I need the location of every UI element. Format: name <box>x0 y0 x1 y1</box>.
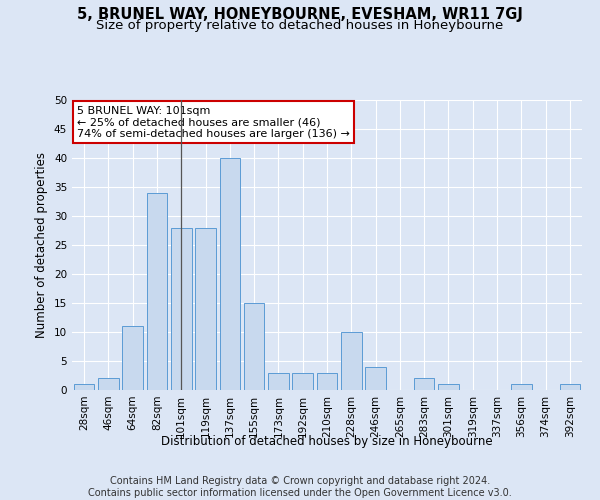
Bar <box>74 384 94 390</box>
Bar <box>171 228 191 390</box>
Bar <box>146 193 167 390</box>
Bar <box>244 303 265 390</box>
Bar <box>268 372 289 390</box>
Bar <box>511 384 532 390</box>
Bar <box>317 372 337 390</box>
Bar <box>414 378 434 390</box>
Text: Distribution of detached houses by size in Honeybourne: Distribution of detached houses by size … <box>161 435 493 448</box>
Bar <box>365 367 386 390</box>
Text: Size of property relative to detached houses in Honeybourne: Size of property relative to detached ho… <box>97 19 503 32</box>
Text: Contains HM Land Registry data © Crown copyright and database right 2024.
Contai: Contains HM Land Registry data © Crown c… <box>88 476 512 498</box>
Bar <box>560 384 580 390</box>
Text: 5, BRUNEL WAY, HONEYBOURNE, EVESHAM, WR11 7GJ: 5, BRUNEL WAY, HONEYBOURNE, EVESHAM, WR1… <box>77 8 523 22</box>
Bar <box>220 158 240 390</box>
Y-axis label: Number of detached properties: Number of detached properties <box>35 152 49 338</box>
Bar <box>122 326 143 390</box>
Bar <box>341 332 362 390</box>
Bar <box>292 372 313 390</box>
Bar <box>195 228 216 390</box>
Bar <box>438 384 459 390</box>
Bar <box>98 378 119 390</box>
Text: 5 BRUNEL WAY: 101sqm
← 25% of detached houses are smaller (46)
74% of semi-detac: 5 BRUNEL WAY: 101sqm ← 25% of detached h… <box>77 106 350 139</box>
